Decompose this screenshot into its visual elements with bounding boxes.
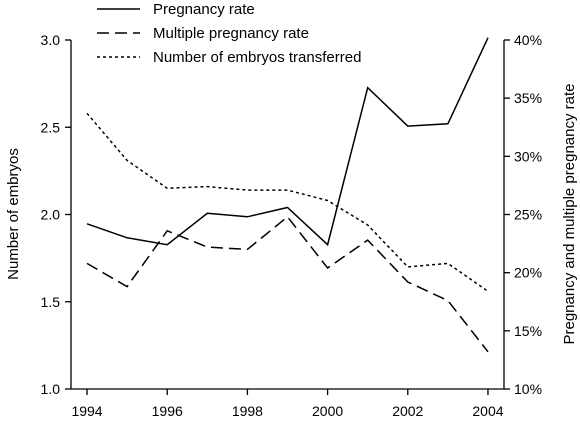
left-tick-label: 1.0	[41, 381, 61, 397]
left-tick-label: 1.5	[41, 294, 61, 310]
right-tick-label: 15%	[514, 323, 542, 339]
series-line-2	[86, 215, 489, 353]
plot-area	[86, 37, 489, 353]
legend-label-2: Multiple pregnancy rate	[153, 25, 309, 42]
legend-label-3: Number of embryos transferred	[153, 49, 361, 66]
right-tick-label: 35%	[514, 90, 542, 106]
right-tick-label: 25%	[514, 207, 542, 223]
left-tick-label: 2.5	[41, 119, 61, 135]
x-tick-label: 2002	[392, 403, 423, 419]
right-tick-label: 40%	[514, 32, 542, 48]
legend: Pregnancy rate Multiple pregnancy rate Num…	[97, 1, 361, 66]
left-tick-label: 2.0	[41, 207, 61, 223]
right-tick-label: 10%	[514, 381, 542, 397]
x-tick-label: 1998	[232, 403, 263, 419]
left-tick-label: 3.0	[41, 32, 61, 48]
legend-label-1: Pregnancy rate	[153, 1, 255, 18]
series-line-1	[86, 37, 489, 247]
series-line-3	[86, 112, 489, 292]
x-tick-label: 1994	[71, 403, 102, 419]
right-axis-label: Pregnancy and multiple pregnancy rate	[561, 84, 578, 345]
x-tick-label: 1996	[152, 403, 183, 419]
right-tick-label: 30%	[514, 148, 542, 164]
right-tick-label: 20%	[514, 265, 542, 281]
x-tick-label: 2004	[472, 403, 503, 419]
axes: 1994 1996 1998 2000 2002 2004 1.0 1.5 2.0 2.5 3.0 1…	[41, 32, 543, 419]
left-axis-label: Number of embryos	[5, 148, 22, 280]
x-tick-label: 2000	[312, 403, 343, 419]
